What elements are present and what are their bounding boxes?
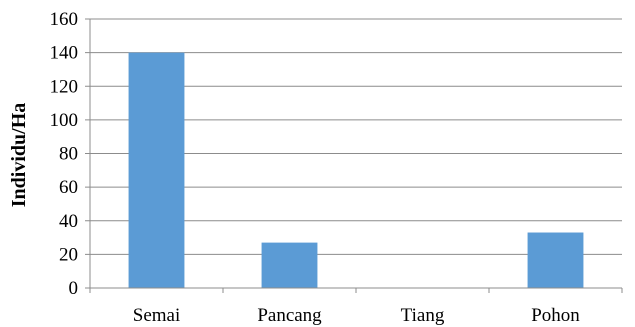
bar-semai [128,52,185,288]
axes [85,18,623,293]
y-tick-label: 160 [50,9,79,30]
y-axis-label: Individu/Ha [8,103,30,208]
y-tick-label: 0 [69,278,79,299]
y-tick-label: 80 [59,144,78,165]
bar-pancang [261,242,318,288]
y-tick-label: 60 [59,177,78,198]
y-tick-label: 120 [50,76,79,97]
bars [128,52,584,288]
x-tick-label: Pohon [531,305,580,326]
y-tick-label: 140 [50,43,79,64]
x-tick-label: Pancang [257,305,322,326]
y-tick-label: 100 [50,110,79,131]
x-tick-label: Semai [133,305,181,326]
y-tick-labels: 0 20 40 60 80 100 120 140 160 [50,9,79,299]
x-tick-labels: Semai Pancang Tiang Pohon [133,305,581,326]
bar-pohon [527,232,584,288]
y-tick-label: 40 [59,211,78,232]
y-tick-label: 20 [59,244,78,265]
x-tick-label: Tiang [401,305,445,326]
